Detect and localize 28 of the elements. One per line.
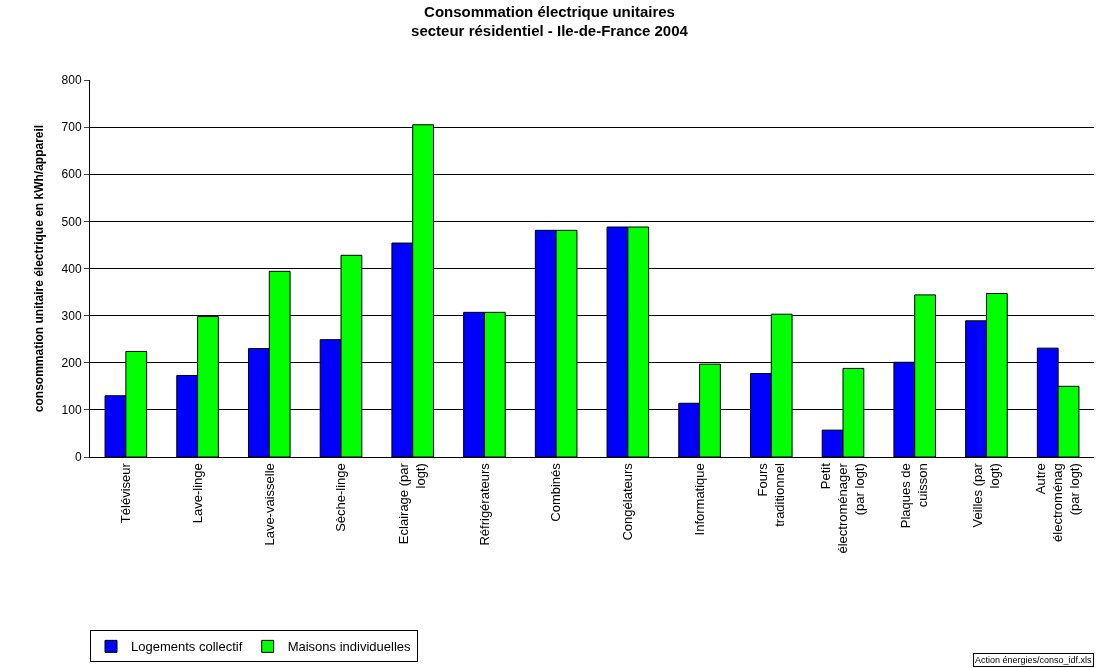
y-tick-label: 800 (61, 73, 82, 88)
legend-label: Logements collectif (131, 639, 243, 655)
x-tick-label: Téléviseur (118, 462, 134, 524)
chart-title: Consommation électrique unitaires secteur résidentiel - Ile-de-France 2004 (411, 2, 689, 40)
y-tick-label: 600 (61, 167, 82, 182)
y-tick-label: 500 (61, 214, 82, 229)
y-tick-label: 300 (61, 308, 82, 323)
x-tick-label: Petit électroménager (par logt) (818, 462, 868, 554)
y-tick-label: 100 (61, 403, 82, 418)
x-tick-label: Fours traditionnel (755, 462, 787, 527)
x-tick-label: Lave-linge (189, 463, 205, 524)
x-tick-label: Lave-vaisselle (261, 463, 277, 546)
y-tick-label: 200 (61, 355, 82, 370)
text: Action énergies/conso_idf.xls (975, 655, 1093, 665)
x-tick-label: Informatique (691, 463, 707, 536)
y-axis-title: consommation unitaire électrique en kWh/appareil (31, 124, 46, 413)
x-tick-label: Eclairage (par logt) (396, 462, 429, 545)
x-tick-label: Veilles (par logt) (970, 462, 1003, 528)
y-tick-label: 400 (61, 261, 82, 276)
y-tick-label: 0 (74, 450, 82, 465)
y-tick-label: 700 (61, 120, 82, 135)
x-tick-label: Autre électroménag (par logt) (1033, 463, 1083, 542)
x-tick-label: Réfrigérateurs (476, 462, 492, 546)
x-tick-label: Plaques de cuisson (898, 463, 931, 529)
x-tick-label: Combinés (548, 462, 564, 522)
x-tick-label: Sèche-linge (333, 463, 349, 532)
x-tick-label: Congélateurs (620, 462, 636, 541)
legend-label: Maisons individuelles (287, 639, 412, 655)
